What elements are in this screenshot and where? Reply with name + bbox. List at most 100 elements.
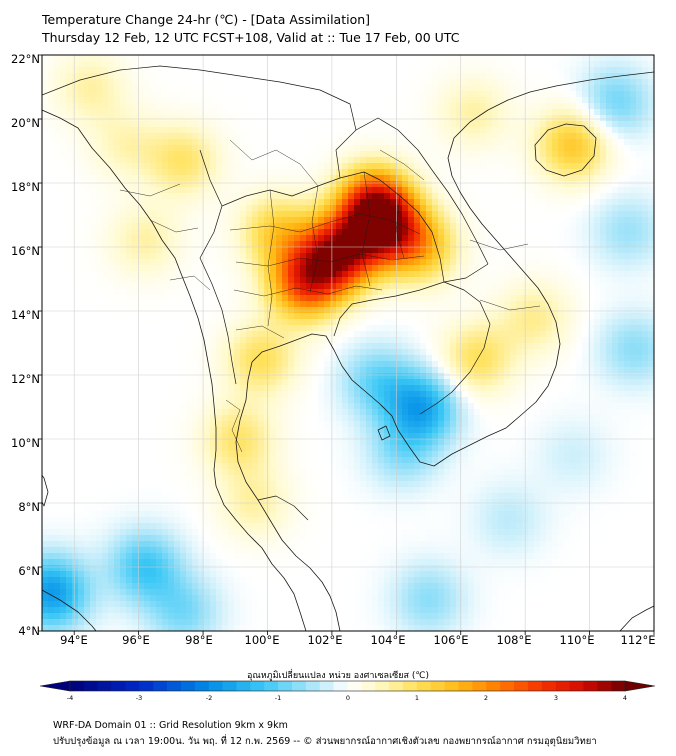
field-cell: [606, 139, 613, 146]
field-cell: [318, 301, 325, 308]
field-cell: [144, 319, 151, 326]
field-cell: [456, 241, 463, 248]
field-cell: [396, 187, 403, 194]
field-cell: [288, 271, 295, 278]
field-cell: [558, 181, 565, 188]
field-cell: [258, 211, 265, 218]
field-cell: [156, 85, 163, 92]
field-cell: [96, 337, 103, 344]
field-cell: [330, 193, 337, 200]
field-cell: [480, 343, 487, 350]
field-cell: [552, 175, 559, 182]
field-cell: [570, 79, 577, 86]
field-cell: [480, 97, 487, 104]
field-cell: [186, 109, 193, 116]
field-cell: [102, 169, 109, 176]
field-cell: [324, 229, 331, 236]
field-cell: [294, 145, 301, 152]
field-cell: [648, 79, 654, 86]
field-cell: [390, 61, 397, 68]
field-cell: [474, 157, 481, 164]
field-cell: [498, 127, 505, 134]
field-cell: [252, 301, 259, 308]
field-cell: [48, 181, 55, 188]
field-cell: [96, 85, 103, 92]
field-cell: [444, 79, 451, 86]
field-cell: [378, 205, 385, 212]
field-cell: [534, 289, 541, 296]
field-cell: [492, 85, 499, 92]
field-cell: [318, 253, 325, 260]
field-cell: [192, 67, 199, 74]
field-cell: [390, 259, 397, 266]
field-cell: [510, 301, 517, 308]
field-cell: [90, 61, 97, 68]
field-cell: [576, 97, 583, 104]
field-cell: [120, 73, 127, 80]
field-cell: [72, 277, 79, 284]
field-cell: [234, 187, 241, 194]
field-cell: [570, 163, 577, 170]
field-cell: [324, 133, 331, 140]
field-cell: [108, 241, 115, 248]
field-cell: [612, 139, 619, 146]
field-cell: [132, 259, 139, 266]
field-cell: [468, 157, 475, 164]
field-cell: [306, 169, 313, 176]
field-cell: [252, 121, 259, 128]
field-cell: [324, 295, 331, 302]
field-cell: [612, 247, 619, 254]
field-cell: [642, 115, 649, 122]
field-cell: [306, 193, 313, 200]
field-cell: [84, 127, 91, 134]
field-cell: [228, 259, 235, 266]
field-cell: [192, 337, 199, 344]
field-cell: [330, 151, 337, 158]
field-cell: [120, 157, 127, 164]
field-cell: [330, 265, 337, 272]
field-cell: [354, 223, 361, 230]
field-cell: [456, 61, 463, 68]
field-cell: [174, 133, 181, 140]
field-cell: [258, 301, 265, 308]
field-cell: [126, 97, 133, 104]
field-cell: [642, 73, 649, 80]
field-cell: [48, 85, 55, 92]
field-cell: [384, 169, 391, 176]
field-cell: [582, 157, 589, 164]
field-cell: [396, 211, 403, 218]
field-cell: [240, 241, 247, 248]
field-cell: [546, 301, 553, 308]
field-cell: [360, 199, 367, 206]
field-cell: [474, 301, 481, 308]
field-cell: [222, 313, 229, 320]
field-cell: [288, 97, 295, 104]
field-cell: [186, 139, 193, 146]
field-cell: [570, 217, 577, 224]
field-cell: [222, 169, 229, 176]
field-cell: [564, 247, 571, 254]
field-cell: [318, 103, 325, 110]
field-cell: [354, 97, 361, 104]
field-cell: [270, 139, 277, 146]
field-cell: [600, 73, 607, 80]
field-cell: [438, 67, 445, 74]
field-cell: [192, 259, 199, 266]
field-cell: [396, 115, 403, 122]
field-cell: [66, 265, 73, 272]
field-cell: [528, 103, 535, 110]
field-cell: [330, 331, 337, 338]
field-cell: [90, 127, 97, 134]
field-cell: [90, 247, 97, 254]
field-cell: [606, 103, 613, 110]
field-cell: [78, 109, 85, 116]
field-cell: [582, 271, 589, 278]
field-cell: [642, 67, 649, 74]
field-cell: [564, 343, 571, 350]
field-cell: [420, 217, 427, 224]
field-cell: [630, 307, 637, 314]
field-cell: [204, 217, 211, 224]
field-cell: [336, 193, 343, 200]
field-cell: [318, 289, 325, 296]
field-cell: [558, 283, 565, 290]
